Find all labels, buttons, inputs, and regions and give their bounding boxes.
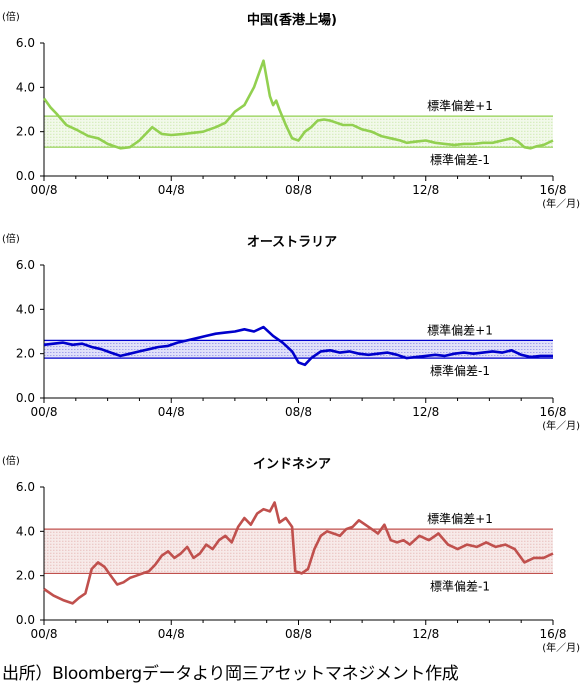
x-tick-label: 08/8 bbox=[285, 183, 312, 197]
y-tick-label: 0.0 bbox=[16, 391, 35, 405]
chart-china: 中国(香港上場) (倍) 0.0 2.0 4.0 6.0 00/8 04/8 08/8 12/8 1… bbox=[0, 0, 585, 222]
y-tick-label: 4.0 bbox=[16, 302, 35, 316]
x-tick-label: 00/8 bbox=[31, 183, 58, 197]
y-unit-label: (倍) bbox=[2, 454, 20, 467]
chart-title: 中国(香港上場) bbox=[247, 12, 337, 28]
x-tick-label: 12/8 bbox=[412, 405, 439, 419]
band-fill bbox=[44, 116, 553, 148]
y-unit-label: (倍) bbox=[2, 232, 20, 245]
x-tick-label: 00/8 bbox=[31, 627, 58, 641]
y-tick-label: 6.0 bbox=[16, 480, 35, 494]
x-unit-label: (年／月) bbox=[542, 197, 580, 210]
y-tick-label: 4.0 bbox=[16, 80, 35, 94]
y-tick-label: 0.0 bbox=[16, 169, 35, 183]
band-lower-label: 標準偏差-1 bbox=[430, 578, 490, 593]
band-upper-label: 標準偏差+1 bbox=[427, 511, 493, 526]
chart-title: インドネシア bbox=[253, 457, 331, 472]
y-tick-label: 2.0 bbox=[16, 125, 35, 139]
stddev-band bbox=[44, 528, 553, 575]
y-tick-label: 0.0 bbox=[16, 613, 35, 627]
x-tick-label: 12/8 bbox=[412, 627, 439, 641]
y-unit-label: (倍) bbox=[2, 10, 20, 23]
chart-title: オーストラリア bbox=[247, 235, 337, 250]
x-tick-label: 04/8 bbox=[158, 627, 185, 641]
x-unit-label: (年／月) bbox=[542, 641, 580, 654]
source-note: 出所）Bloombergデータより岡三アセットマネジメント作成 bbox=[2, 664, 459, 684]
y-tick-label: 2.0 bbox=[16, 569, 35, 583]
stddev-band bbox=[44, 115, 553, 148]
x-tick-label: 16/8 bbox=[540, 627, 567, 641]
series-line bbox=[42, 59, 554, 150]
chart-svg: インドネシア (倍) 0.0 2.0 4.0 6.0 00/8 04/8 08/8 12/8 16/… bbox=[2, 454, 580, 654]
y-tick-label: 6.0 bbox=[16, 36, 35, 50]
chart-svg: オーストラリア (倍) 0.0 2.0 4.0 6.0 00/8 04/8 08/8 12/8 16… bbox=[2, 232, 580, 432]
band-lower-label: 標準偏差-1 bbox=[430, 152, 490, 167]
chart-svg: 中国(香港上場) (倍) 0.0 2.0 4.0 6.0 00/8 04/8 08/8 12/8 1… bbox=[2, 10, 580, 210]
x-tick-label: 08/8 bbox=[285, 405, 312, 419]
y-tick-label: 6.0 bbox=[16, 258, 35, 272]
band-upper-label: 標準偏差+1 bbox=[427, 322, 493, 337]
x-tick-label: 12/8 bbox=[412, 183, 439, 197]
x-tick-label: 16/8 bbox=[540, 405, 567, 419]
series-line bbox=[43, 501, 554, 605]
chart-australia: オーストラリア (倍) 0.0 2.0 4.0 6.0 00/8 04/8 08/8 12/8 16… bbox=[0, 222, 585, 444]
band-upper-label: 標準偏差+1 bbox=[427, 98, 493, 113]
x-tick-label: 16/8 bbox=[540, 183, 567, 197]
y-tick-label: 4.0 bbox=[16, 524, 35, 538]
y-tick-label: 2.0 bbox=[16, 347, 35, 361]
x-tick-label: 04/8 bbox=[158, 405, 185, 419]
x-tick-label: 08/8 bbox=[285, 627, 312, 641]
x-tick-label: 00/8 bbox=[31, 405, 58, 419]
x-unit-label: (年／月) bbox=[542, 419, 580, 432]
series-line bbox=[43, 325, 553, 367]
band-fill bbox=[44, 529, 553, 574]
x-tick-label: 04/8 bbox=[158, 183, 185, 197]
chart-indonesia: インドネシア (倍) 0.0 2.0 4.0 6.0 00/8 04/8 08/8 12/8 16/… bbox=[0, 444, 585, 666]
band-lower-label: 標準偏差-1 bbox=[430, 363, 490, 378]
